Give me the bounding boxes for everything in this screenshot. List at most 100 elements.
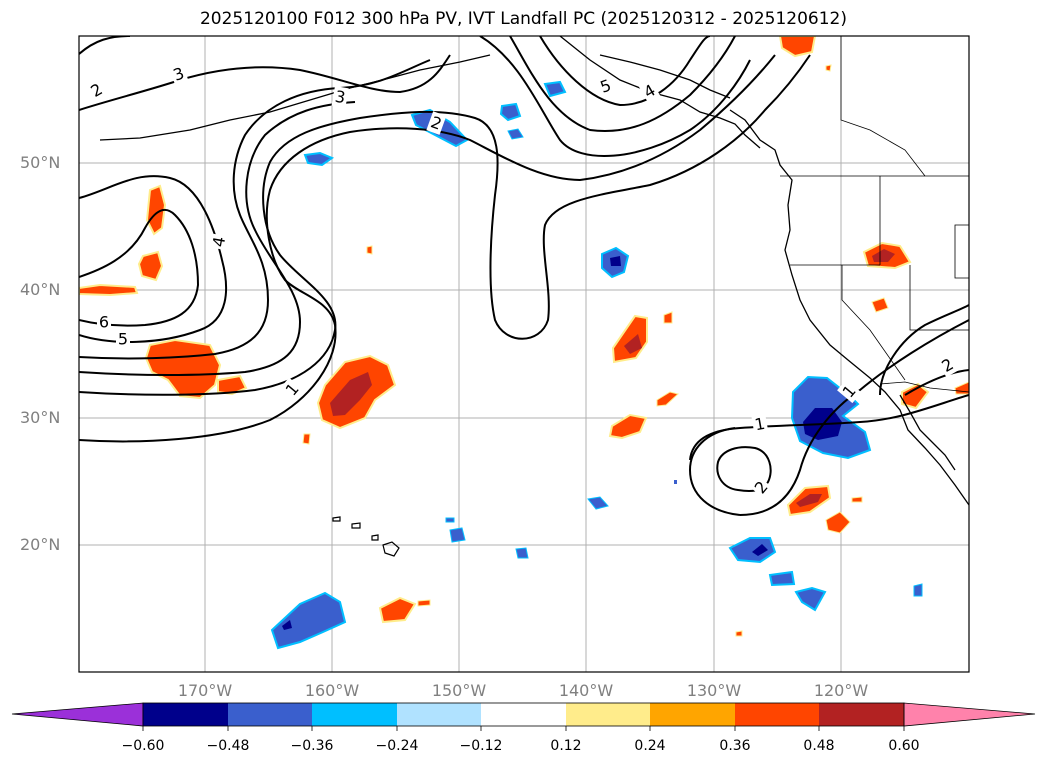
contour-line bbox=[688, 427, 741, 516]
anomaly-positive-blob bbox=[137, 250, 164, 282]
island-kauai bbox=[332, 516, 341, 522]
lon-label-160w: 160°W bbox=[304, 681, 360, 700]
contour-label: 5 bbox=[595, 74, 616, 98]
colorbar-bin bbox=[481, 703, 566, 726]
contour-line bbox=[904, 369, 969, 396]
border-alaska-canada bbox=[840, 36, 926, 177]
svg-text:3: 3 bbox=[334, 87, 347, 107]
hawaiian-islands bbox=[332, 516, 400, 557]
anomaly-positive-blob bbox=[825, 64, 832, 72]
contour-line bbox=[479, 36, 751, 157]
border-state-2 bbox=[841, 265, 906, 381]
anomaly-negative-blob bbox=[445, 517, 455, 523]
anomaly-negative-blob bbox=[587, 496, 609, 510]
anomaly-negative-blob bbox=[499, 102, 522, 122]
contour-line bbox=[79, 54, 451, 111]
colorbar-tick-label: 0.60 bbox=[888, 738, 920, 754]
colorbar-tick-label: −0.36 bbox=[290, 738, 334, 754]
colorbar-bin bbox=[735, 703, 819, 726]
anomaly-positive-blob bbox=[79, 283, 139, 297]
island-hawaii bbox=[382, 541, 400, 557]
lat-label-30n: 30°N bbox=[20, 408, 61, 427]
island-maui bbox=[371, 534, 379, 541]
anomaly-negative-blob-core bbox=[610, 256, 621, 266]
anomaly-positive-blob-core bbox=[330, 372, 372, 416]
coastline-alaska-north bbox=[599, 54, 731, 99]
coastline-alaska bbox=[559, 36, 761, 149]
contour-label: 3 bbox=[168, 62, 189, 86]
colorbar-bin bbox=[650, 703, 735, 726]
positive-anomaly-shading bbox=[79, 36, 969, 637]
lat-label-20n: 20°N bbox=[20, 535, 61, 554]
colorbar-extend-max bbox=[903, 702, 1036, 727]
contour-label: 5 bbox=[116, 329, 130, 349]
anomaly-negative-blob bbox=[543, 80, 567, 98]
svg-text:1: 1 bbox=[753, 414, 766, 434]
anomaly-negative-blob-core bbox=[752, 544, 768, 556]
coastline-baja-gulf bbox=[899, 394, 956, 471]
lat-label-50n: 50°N bbox=[20, 153, 61, 172]
contour-label: 2 bbox=[936, 352, 959, 378]
lat-label-40n: 40°N bbox=[20, 280, 61, 299]
anomaly-positive-blob bbox=[825, 511, 851, 534]
colorbar-tick-label: 0.24 bbox=[634, 738, 666, 754]
contour-line bbox=[79, 175, 228, 343]
contour-label: 3 bbox=[331, 85, 349, 109]
colorbar-tick-label: −0.48 bbox=[206, 738, 250, 754]
anomaly-positive-blob bbox=[901, 382, 930, 410]
contour-line bbox=[879, 304, 969, 396]
anomaly-positive-blob bbox=[735, 630, 743, 637]
map-frame bbox=[78, 35, 970, 673]
contour-line bbox=[689, 394, 969, 461]
anomaly-positive-blob bbox=[145, 184, 167, 236]
border-state-5 bbox=[954, 224, 969, 279]
contour-line bbox=[509, 36, 736, 132]
colorbar-frame bbox=[142, 702, 905, 727]
anomaly-negative-blob-core bbox=[282, 620, 292, 630]
coastlines bbox=[99, 36, 969, 506]
contour-label: 4 bbox=[638, 78, 661, 104]
anomaly-positive-blob bbox=[663, 311, 673, 324]
anomaly-positive-blob bbox=[608, 413, 648, 440]
contour-label: 2 bbox=[85, 77, 108, 103]
contour-label: 1 bbox=[751, 412, 769, 436]
colorbar bbox=[11, 702, 1036, 731]
anomaly-positive-blob bbox=[611, 314, 648, 364]
colorbar-tick-label: −0.12 bbox=[459, 738, 503, 754]
contour-line bbox=[79, 208, 200, 327]
colorbar-tick-label: 0.36 bbox=[719, 738, 751, 754]
border-us-mexico bbox=[879, 381, 969, 393]
colorbar-extend-min bbox=[11, 702, 144, 727]
colorbar-bin bbox=[312, 703, 397, 726]
anomaly-negative-blob bbox=[303, 151, 335, 167]
anomaly-positive-blob bbox=[378, 596, 417, 624]
anomaly-positive-blob bbox=[417, 599, 431, 607]
contour-labels: 2 3 3 4 5 bbox=[85, 62, 959, 500]
anomaly-positive-blob bbox=[778, 36, 817, 58]
colorbar-tick-label: 0.48 bbox=[803, 738, 835, 754]
lon-label-130w: 130°W bbox=[686, 681, 742, 700]
lon-label-120w: 120°W bbox=[813, 681, 869, 700]
anomaly-negative-blob bbox=[728, 537, 777, 564]
anomaly-positive-blob bbox=[656, 391, 680, 407]
lon-label-150w: 150°W bbox=[431, 681, 487, 700]
contour-line bbox=[79, 54, 776, 443]
coastline-aleutians bbox=[99, 54, 491, 141]
colorbar-tick-label: −0.60 bbox=[121, 738, 165, 754]
colorbar-bin bbox=[566, 703, 650, 726]
anomaly-negative-blob bbox=[794, 586, 827, 612]
svg-text:6: 6 bbox=[99, 313, 109, 332]
colorbar-tick-label: −0.24 bbox=[375, 738, 419, 754]
anomaly-negative-blob bbox=[913, 583, 923, 597]
svg-text:5: 5 bbox=[118, 330, 128, 349]
map-panel: 2 3 3 4 5 bbox=[78, 35, 970, 673]
anomaly-positive-blob bbox=[851, 496, 863, 503]
contour-line bbox=[739, 319, 969, 516]
colorbar-bin bbox=[819, 703, 904, 726]
lon-label-170w: 170°W bbox=[177, 681, 233, 700]
svg-text:4: 4 bbox=[209, 235, 229, 248]
contour-label: 4 bbox=[207, 233, 231, 251]
anomaly-negative-blob bbox=[449, 527, 466, 543]
map-title: 2025120100 F012 300 hPa PV, IVT Landfall… bbox=[199, 9, 847, 29]
